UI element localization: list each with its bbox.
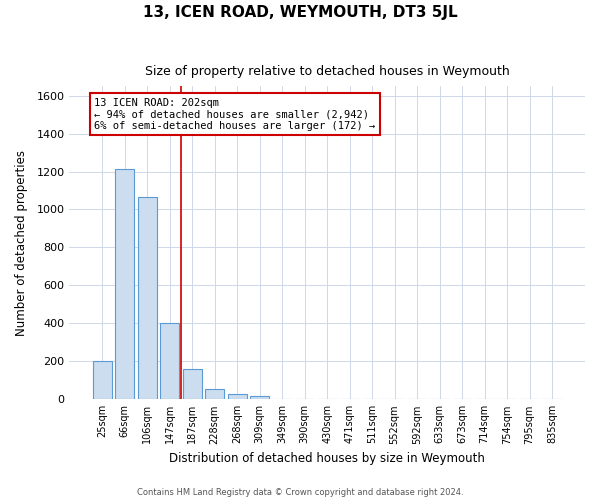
Y-axis label: Number of detached properties: Number of detached properties: [15, 150, 28, 336]
Bar: [205, 389, 224, 400]
Text: 13 ICEN ROAD: 202sqm
← 94% of detached houses are smaller (2,942)
6% of semi-det: 13 ICEN ROAD: 202sqm ← 94% of detached h…: [94, 98, 376, 130]
Bar: [227, 394, 247, 400]
Bar: [93, 362, 112, 400]
X-axis label: Distribution of detached houses by size in Weymouth: Distribution of detached houses by size …: [169, 452, 485, 465]
Bar: [250, 396, 269, 400]
Text: 13, ICEN ROAD, WEYMOUTH, DT3 5JL: 13, ICEN ROAD, WEYMOUTH, DT3 5JL: [143, 5, 457, 20]
Bar: [138, 197, 157, 400]
Bar: [115, 168, 134, 400]
Bar: [160, 324, 179, 400]
Title: Size of property relative to detached houses in Weymouth: Size of property relative to detached ho…: [145, 65, 509, 78]
Bar: [182, 369, 202, 400]
Text: Contains HM Land Registry data © Crown copyright and database right 2024.: Contains HM Land Registry data © Crown c…: [137, 488, 463, 497]
